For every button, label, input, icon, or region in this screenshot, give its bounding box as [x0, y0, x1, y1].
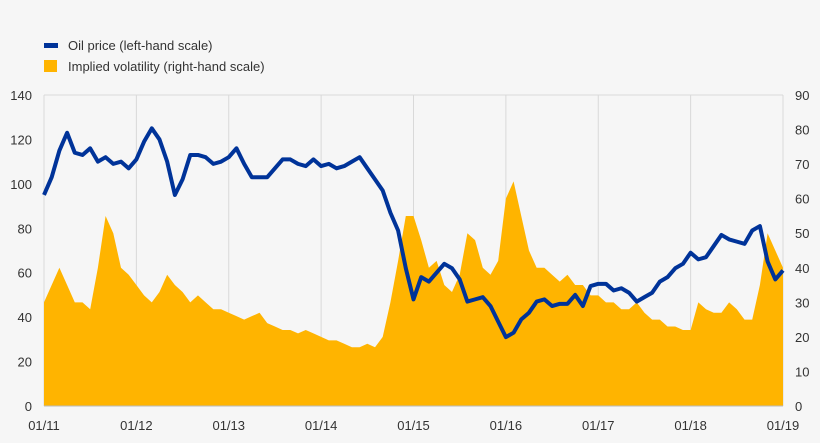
- legend-label-oil: Oil price (left-hand scale): [68, 38, 213, 53]
- right-y-tick-label: 70: [795, 157, 809, 172]
- right-y-tick-label: 40: [795, 261, 809, 276]
- legend-swatch-oil: [44, 43, 58, 48]
- oil-price-line: [42, 126, 785, 340]
- left-y-tick-label: 120: [10, 132, 32, 147]
- x-tick-label: 01/15: [397, 418, 430, 433]
- x-tick-label: 01/12: [120, 418, 153, 433]
- legend: Oil price (left-hand scale) Implied vola…: [44, 38, 265, 74]
- legend-swatch-volatility: [44, 60, 57, 72]
- x-tick-label: 01/13: [212, 418, 245, 433]
- left-y-tick-label: 80: [18, 221, 32, 236]
- left-y-tick-label: 100: [10, 177, 32, 192]
- axes: 01/11 01/12 01/13 01/14 01/15 01/16 01/17 01/18…: [10, 88, 809, 433]
- x-tick-label: 01/18: [674, 418, 707, 433]
- right-y-tick-label: 20: [795, 330, 809, 345]
- right-y-tick-label: 0: [795, 399, 802, 414]
- left-y-tick-label: 140: [10, 88, 32, 103]
- right-y-tick-label: 90: [795, 88, 809, 103]
- left-y-tick-label: 40: [18, 310, 32, 325]
- right-y-tick-label: 30: [795, 295, 809, 310]
- left-y-tick-label: 20: [18, 355, 32, 370]
- right-y-tick-label: 10: [795, 364, 809, 379]
- left-y-tick-label: 0: [25, 399, 32, 414]
- x-tick-label: 01/17: [582, 418, 615, 433]
- left-y-tick-label: 60: [18, 266, 32, 281]
- right-y-tick-label: 50: [795, 226, 809, 241]
- right-y-tick-label: 60: [795, 192, 809, 207]
- x-tick-label: 01/19: [767, 418, 800, 433]
- x-tick-label: 01/11: [28, 418, 60, 433]
- oil-line: [42, 126, 785, 340]
- right-y-tick-label: 80: [795, 123, 809, 138]
- x-tick-label: 01/16: [490, 418, 523, 433]
- legend-label-volatility: Implied volatility (right-hand scale): [68, 59, 265, 74]
- x-tick-label: 01/14: [305, 418, 338, 433]
